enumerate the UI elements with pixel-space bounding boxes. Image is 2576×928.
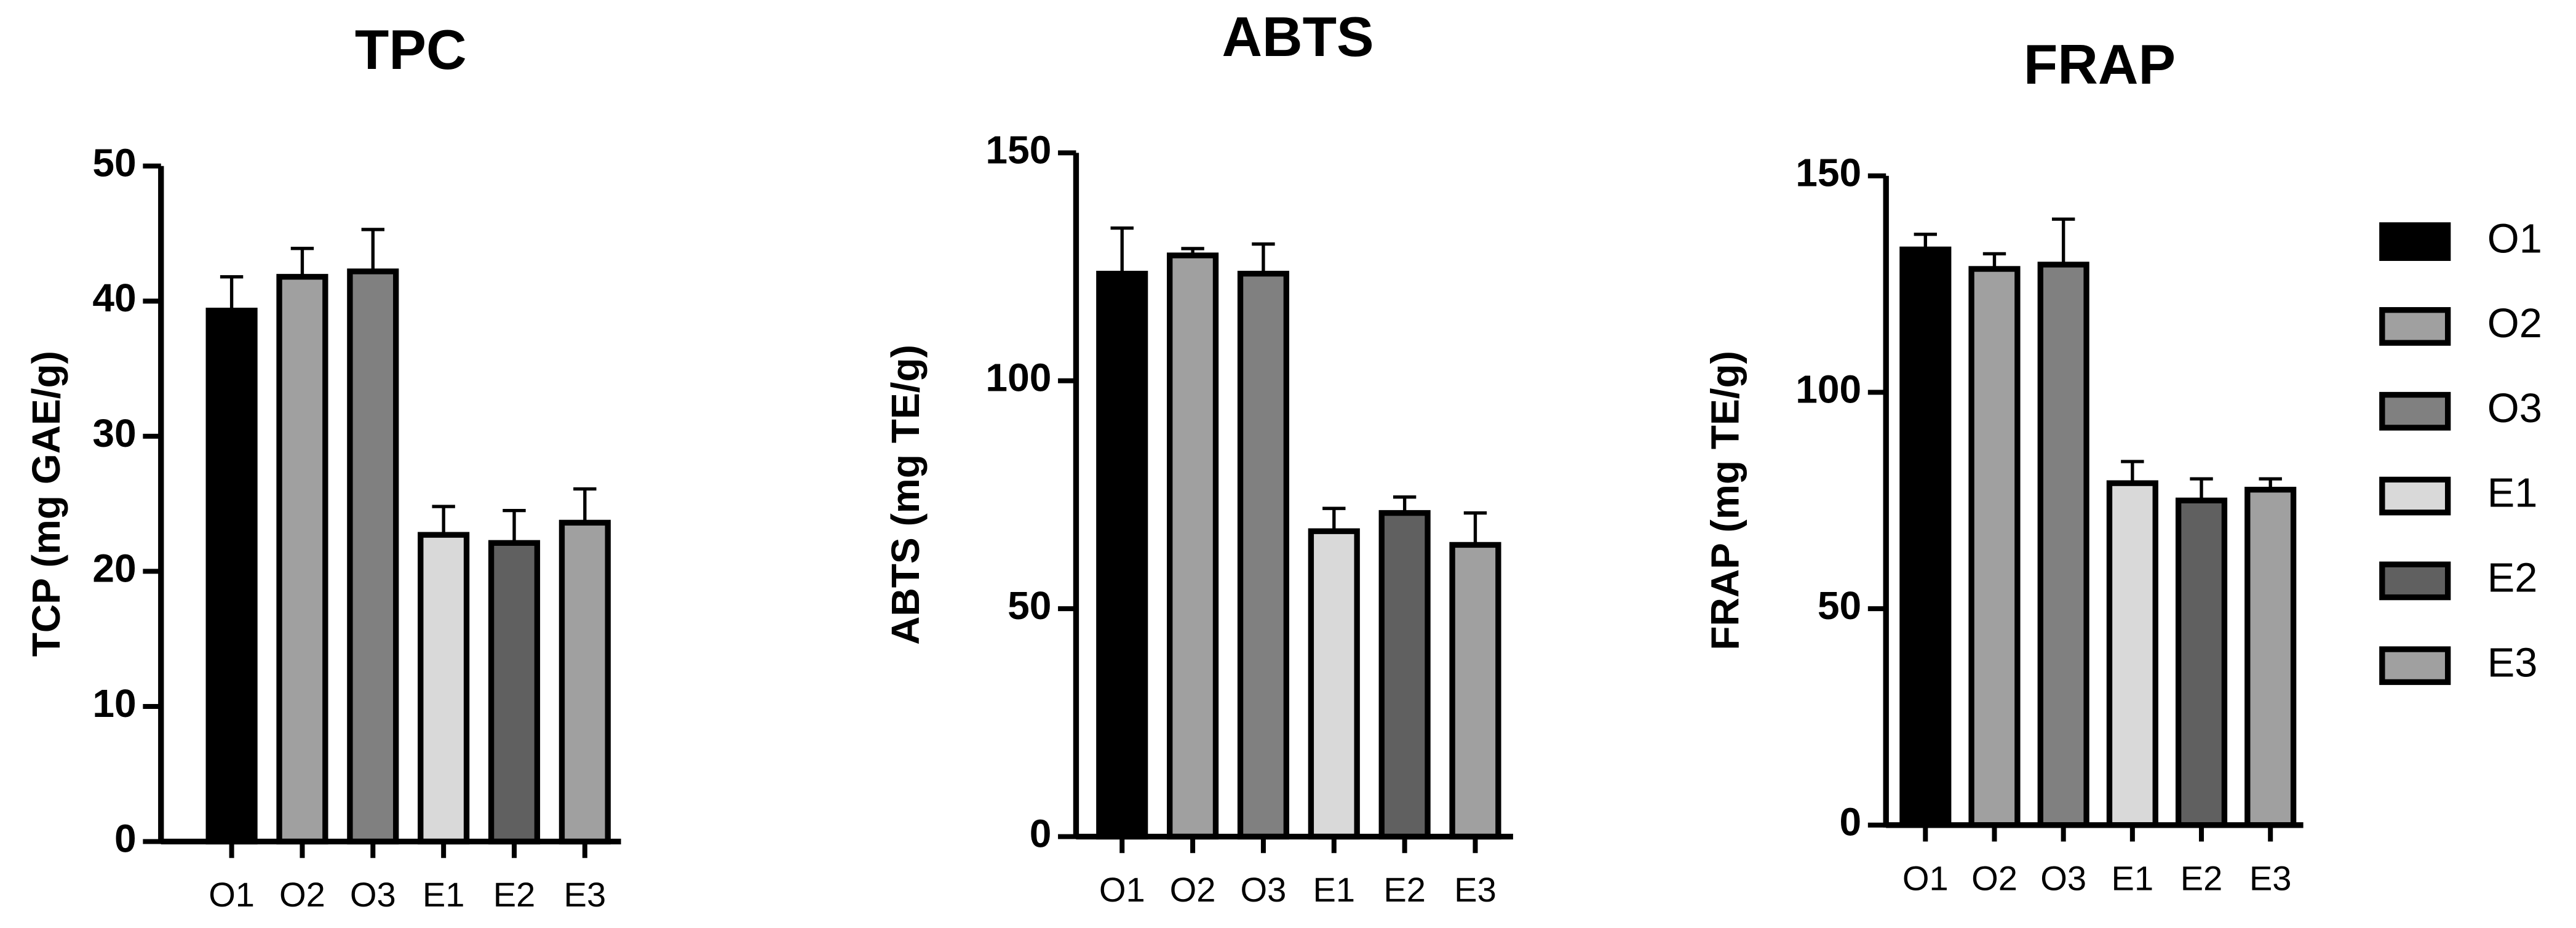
bar — [2244, 487, 2297, 828]
bar — [1308, 528, 1360, 840]
legend-swatch — [2379, 561, 2451, 601]
bar — [559, 519, 611, 845]
y-axis-label: TCP (mg GAE/g) — [24, 351, 68, 657]
legend-label: O3 — [2487, 386, 2542, 431]
x-tick-label: O3 — [2040, 858, 2086, 897]
legend-swatch — [2379, 222, 2451, 262]
x-tick-label: E2 — [493, 875, 536, 914]
bar — [1899, 246, 1952, 828]
y-tick-label: 20 — [92, 546, 136, 590]
x-tick-label: O3 — [1241, 870, 1287, 909]
y-tick-label: 50 — [92, 141, 136, 185]
y-tick-label: 0 — [1030, 811, 1052, 855]
x-tick-label: O2 — [279, 875, 325, 914]
bar — [1167, 252, 1219, 840]
bar — [1968, 266, 2021, 828]
x-tick-label: E3 — [2249, 858, 2292, 897]
y-tick-label: 10 — [92, 681, 136, 726]
x-tick-label: O1 — [1099, 870, 1145, 909]
x-tick-label: E3 — [564, 875, 606, 914]
chart-title: TPC — [355, 19, 467, 81]
y-axis-label: FRAP (mg TE/g) — [1703, 351, 1747, 650]
bar — [2175, 497, 2228, 828]
x-tick-label: E1 — [1313, 870, 1355, 909]
legend-label: O2 — [2487, 301, 2542, 346]
y-tick-label: 150 — [1795, 151, 1861, 195]
legend-swatch — [2379, 646, 2451, 686]
y-tick-label: 150 — [985, 127, 1051, 172]
x-tick-label: E1 — [423, 875, 465, 914]
bar — [2037, 262, 2089, 828]
x-tick-label: O2 — [1170, 870, 1216, 909]
bar — [2106, 480, 2158, 828]
y-axis-label: ABTS (mg TE/g) — [883, 345, 928, 645]
bar — [488, 540, 541, 845]
chart-title: FRAP — [2024, 34, 2176, 96]
legend-label: E3 — [2487, 640, 2538, 686]
x-tick-label: E2 — [1383, 870, 1426, 909]
x-tick-label: E3 — [1454, 870, 1497, 909]
y-tick-label: 50 — [1008, 583, 1051, 628]
bar — [1378, 510, 1431, 840]
x-tick-label: E1 — [2112, 858, 2154, 897]
y-tick-label: 100 — [1795, 367, 1861, 411]
x-tick-label: E2 — [2180, 858, 2223, 897]
bar — [205, 308, 258, 845]
bar — [1449, 542, 1501, 840]
y-tick-label: 40 — [92, 276, 136, 320]
x-tick-label: O1 — [209, 875, 255, 914]
legend-label: E1 — [2487, 471, 2538, 516]
x-tick-label: O1 — [1902, 858, 1949, 897]
legend-label: O1 — [2487, 216, 2542, 262]
bar — [418, 532, 470, 845]
bar — [347, 268, 399, 845]
legend-swatch — [2379, 307, 2451, 346]
legend-swatch — [2379, 476, 2451, 516]
y-tick-label: 30 — [92, 411, 136, 455]
chart-title: ABTS — [1222, 6, 1373, 68]
y-tick-label: 0 — [1839, 800, 1861, 844]
y-tick-label: 50 — [1818, 583, 1861, 628]
x-tick-label: O3 — [350, 875, 396, 914]
x-tick-label: O2 — [1971, 858, 2017, 897]
y-tick-label: 100 — [985, 356, 1051, 400]
legend-label: E2 — [2487, 556, 2538, 601]
bar — [276, 274, 328, 845]
y-tick-label: 0 — [114, 816, 137, 860]
legend-swatch — [2379, 391, 2451, 431]
bar — [1096, 271, 1148, 840]
bar — [1237, 271, 1290, 840]
